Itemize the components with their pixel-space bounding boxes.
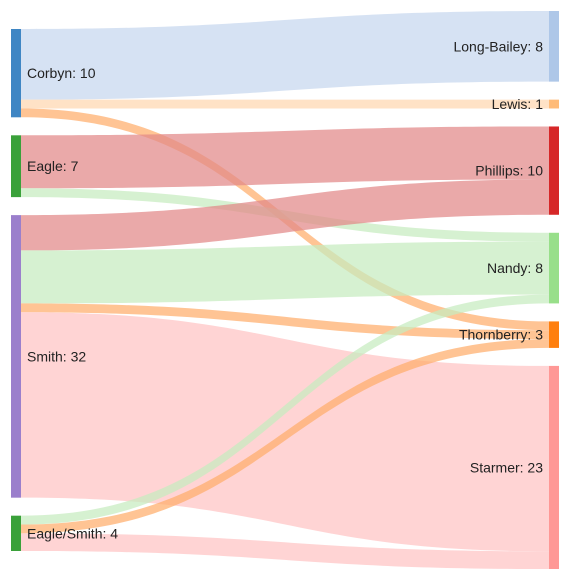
- node-corbyn[interactable]: [11, 29, 21, 118]
- label-starmer: Starmer: 23: [470, 459, 543, 475]
- link-corbyn-to-longbailey[interactable]: [21, 11, 549, 100]
- link-eagle-to-phillips[interactable]: [21, 126, 549, 189]
- link-smith-to-nandy[interactable]: [21, 241, 549, 304]
- link-eaglesmith-to-nandy[interactable]: [21, 294, 549, 525]
- node-thornberry[interactable]: [549, 321, 559, 348]
- node-eagle[interactable]: [11, 135, 21, 198]
- label-eaglesmith: Eagle/Smith: 4: [27, 525, 118, 541]
- link-eaglesmith-to-starmer[interactable]: [21, 533, 549, 569]
- labels-layer: Corbyn: 10 Eagle: 7 Smith: 32 Eagle/Smith: …: [27, 38, 543, 541]
- node-longbailey[interactable]: [549, 11, 559, 82]
- label-corbyn: Corbyn: 10: [27, 65, 96, 81]
- label-smith: Smith: 32: [27, 348, 86, 364]
- node-nandy[interactable]: [549, 232, 559, 304]
- label-phillips: Phillips: 10: [475, 163, 543, 179]
- link-corbyn-to-lewis[interactable]: [21, 99, 549, 109]
- node-eaglesmith[interactable]: [11, 515, 21, 551]
- node-phillips[interactable]: [549, 126, 559, 215]
- link-smith-to-phillips[interactable]: [21, 179, 549, 251]
- label-lewis: Lewis: 1: [492, 96, 544, 112]
- links-layer: [21, 11, 549, 569]
- node-smith[interactable]: [11, 215, 21, 498]
- label-eagle: Eagle: 7: [27, 158, 79, 174]
- link-eaglesmith-to-thornberry[interactable]: [21, 339, 549, 534]
- label-nandy: Nandy: 8: [487, 260, 543, 276]
- link-smith-to-thornberry[interactable]: [21, 303, 549, 340]
- nodes-layer: [11, 11, 559, 569]
- link-smith-to-starmer[interactable]: [21, 312, 549, 552]
- label-longbailey: Long-Bailey: 8: [453, 38, 543, 54]
- label-thornberry: Thornberry: 3: [459, 327, 543, 343]
- node-lewis[interactable]: [549, 99, 559, 109]
- node-starmer[interactable]: [549, 365, 559, 569]
